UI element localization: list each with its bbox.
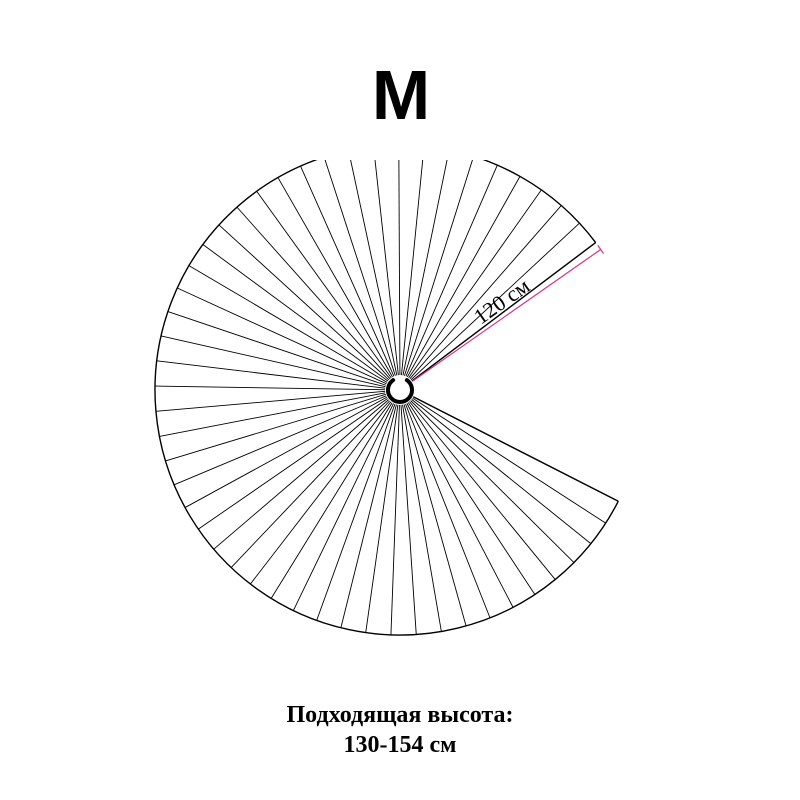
footer-text: Подходящая высота: 130-154 см bbox=[0, 700, 800, 760]
size-label: M bbox=[0, 55, 800, 135]
footer-line-2: 130-154 см bbox=[0, 730, 800, 760]
fan-diagram: 120 см bbox=[150, 160, 650, 660]
page-container: M 120 см Подходящая высота: 130-154 см bbox=[0, 0, 800, 800]
footer-line-1: Подходящая высота: bbox=[0, 700, 800, 730]
